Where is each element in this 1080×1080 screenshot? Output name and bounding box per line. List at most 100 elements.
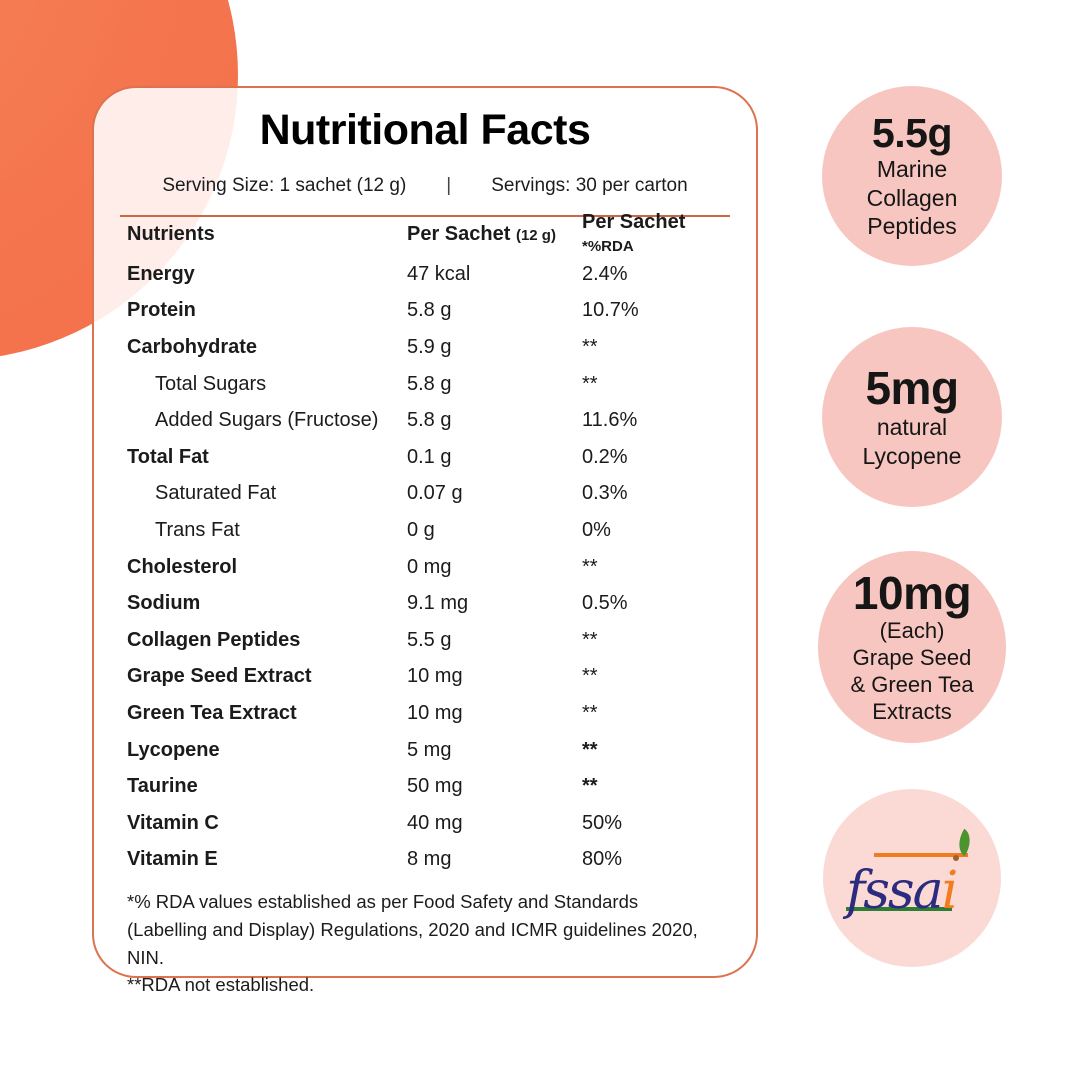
table-row: Carbohydrate 5.9 g ** (127, 329, 730, 366)
badge-line: Collagen (866, 184, 958, 211)
nutrient-amount: 5.8 g (407, 409, 452, 432)
table-row: Collagen Peptides 5.5 g ** (127, 622, 730, 659)
header-nutrients: Nutrients (127, 222, 215, 245)
nutrient-name: Vitamin E (127, 848, 218, 871)
nutrient-amount: 5.8 g (407, 372, 452, 395)
table-row: Added Sugars (Fructose) 5.8 g 11.6% (127, 402, 730, 439)
table-row: Grape Seed Extract 10 mg ** (127, 659, 730, 696)
serving-size-text: Serving Size: 1 sachet (12 g) (162, 175, 407, 196)
nutrient-name: Added Sugars (Fructose) (155, 409, 379, 432)
nutrient-amount: 47 kcal (407, 262, 471, 285)
nutrient-rda: 0.3% (582, 482, 628, 505)
header-per-sachet-unit: (12 g) (515, 226, 556, 244)
table-row: Green Tea Extract 10 mg ** (127, 695, 730, 732)
table-row: Vitamin C 40 mg 50% (127, 805, 730, 842)
fssai-text-blue: fssa (846, 861, 944, 921)
nutrient-rda: 0% (582, 518, 611, 541)
nutrient-rda: ** (582, 775, 598, 798)
nutrient-rows: Energy 47 kcal 2.4% Protein 5.8 g 10.7% Carboh… (127, 256, 730, 878)
nutrient-amount: 0.07 g (407, 482, 463, 505)
nutrient-name: Collagen Peptides (127, 628, 301, 651)
nutrient-rda: 10.7% (582, 299, 639, 322)
nutrient-amount: 10 mg (407, 701, 463, 724)
nutrient-name: Total Sugars (155, 372, 267, 395)
nutrient-name: Protein (127, 299, 196, 322)
nutrient-name: Green Tea Extract (127, 701, 297, 724)
serving-separator: | (446, 175, 452, 196)
nutrient-amount: 10 mg (407, 665, 463, 688)
table-row: Total Fat 0.1 g 0.2% (127, 439, 730, 476)
nutrient-rda: 80% (582, 848, 623, 871)
nutrients-table: Nutrients Per Sachet (12 g) Per Sachet *… (127, 211, 730, 878)
nutrient-amount: 0 mg (407, 555, 452, 578)
badge-line: Peptides (867, 213, 957, 240)
badge-line: natural (876, 414, 948, 441)
nutrient-rda: ** (582, 555, 598, 578)
nutrient-name: Lycopene (127, 738, 220, 761)
fssai-green-rule (846, 907, 952, 911)
nutrient-amount: 5.8 g (407, 299, 452, 322)
badge-value: 10mg (852, 566, 972, 619)
table-row: Total Sugars 5.8 g ** (127, 366, 730, 403)
table-row: Sodium 9.1 mg 0.5% (127, 585, 730, 622)
nutrient-rda: ** (582, 372, 598, 395)
nutrition-facts-card: Nutritional Facts Serving Size: 1 sachet… (92, 86, 758, 995)
nutrient-name: Saturated Fat (155, 482, 277, 505)
nutrient-amount: 8 mg (407, 848, 452, 871)
nutrient-rda: 2.4% (582, 262, 628, 285)
nutrient-amount: 40 mg (407, 811, 463, 834)
badge-line: (Each) (879, 618, 945, 644)
table-header-row: Nutrients Per Sachet (12 g) Per Sachet *… (127, 211, 730, 257)
nutrient-amount: 5.5 g (407, 628, 452, 651)
nutrient-rda: ** (582, 665, 598, 688)
nutrient-rda: 50% (582, 811, 623, 834)
nutrient-rda: ** (582, 335, 598, 358)
table-row: Lycopene 5 mg ** (127, 732, 730, 769)
badge-line: & Green Tea (850, 671, 974, 697)
rda-footnote: *% RDA values established as per Food Sa… (127, 891, 698, 996)
fssai-wordmark: fssai (846, 865, 958, 917)
table-row: Taurine 50 mg ** (127, 768, 730, 805)
fssai-logo: fssai (844, 828, 980, 921)
nutrient-name: Sodium (127, 592, 201, 615)
badge-line: Grape Seed (852, 645, 972, 670)
badge-line: Marine (876, 156, 948, 183)
fssai-badge: fssai (823, 789, 1001, 967)
header-rda-suffix: *%RDA (582, 238, 634, 255)
nutrient-rda: 0.2% (582, 445, 628, 468)
badge-line: Lycopene (862, 442, 962, 469)
header-rda-main: Per Sachet (582, 211, 686, 233)
nutrient-amount: 9.1 mg (407, 592, 469, 615)
header-per-sachet-main: Per Sachet (407, 222, 511, 245)
nutrient-name: Cholesterol (127, 555, 238, 578)
nutrient-name: Total Fat (127, 445, 209, 468)
nutrient-name: Energy (127, 262, 195, 285)
nutrient-rda: ** (582, 738, 598, 761)
fssai-text-orange: i (941, 861, 959, 921)
card-title: Nutritional Facts (259, 106, 591, 154)
nutrient-amount: 0 g (407, 518, 435, 541)
table-row: Cholesterol 0 mg ** (127, 549, 730, 586)
header-rda: Per Sachet *%RDA (582, 211, 730, 257)
fssai-orange-rule (874, 853, 968, 857)
nutrient-amount: 0.1 g (407, 445, 452, 468)
serving-info-row: Serving Size: 1 sachet (12 g) | Servings… (94, 175, 756, 197)
nutrient-name: Vitamin C (127, 811, 219, 834)
badge-value: 5.5g (871, 110, 953, 157)
table-row: Vitamin E 8 mg 80% (127, 842, 730, 879)
servings-per-carton-text: Servings: 30 per carton (491, 175, 688, 196)
nutrient-rda: 11.6% (582, 409, 638, 432)
table-row: Saturated Fat 0.07 g 0.3% (127, 476, 730, 513)
nutrient-name: Taurine (127, 775, 198, 798)
nutrient-amount: 5 mg (407, 738, 452, 761)
nutrient-name: Carbohydrate (127, 335, 258, 358)
table-row: Trans Fat 0 g 0% (127, 512, 730, 549)
header-divider (120, 215, 730, 217)
stat-badge: 5mg natural Lycopene (822, 327, 1002, 507)
nutrient-rda: ** (582, 701, 598, 724)
nutrient-name: Trans Fat (155, 518, 240, 541)
nutrient-name: Grape Seed Extract (127, 665, 312, 688)
stat-badge: 10mg (Each) Grape Seed & Green Tea Extracts (818, 551, 1006, 743)
nutrient-rda: 0.5% (582, 592, 628, 615)
header-per-sachet: Per Sachet (12 g) (407, 223, 582, 246)
